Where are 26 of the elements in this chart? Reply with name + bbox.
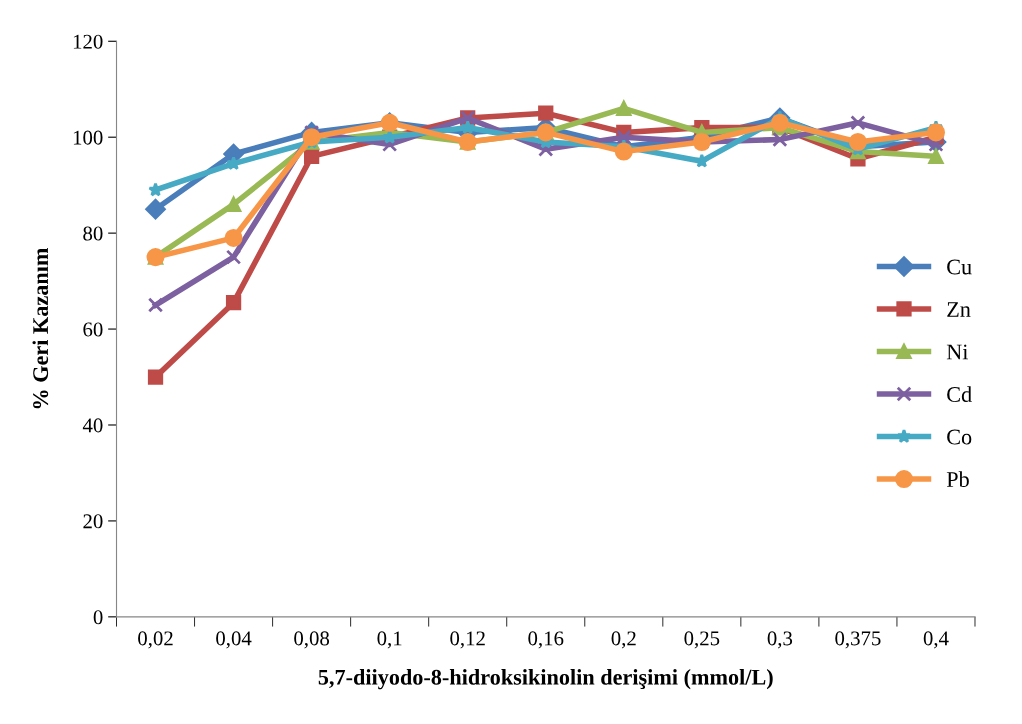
y-axis-title: % Geri Kazanım	[32, 247, 49, 409]
legend-label: Zn	[947, 302, 971, 317]
legend-label: Ni	[946, 344, 969, 360]
x-tick-label: 0,16	[528, 631, 564, 649]
x-tick-label: 0,3	[767, 631, 793, 649]
x-tick-label: 0,2	[611, 631, 636, 649]
x-tick-label: 0,375	[835, 631, 881, 649]
x-tick-label: 0,4	[923, 631, 949, 649]
y-tick-label: 60	[83, 322, 103, 337]
x-tick-label: 0,12	[450, 631, 485, 649]
legend-label: Cd	[947, 386, 972, 402]
y-tick-label: 80	[83, 226, 103, 241]
x-tick-label: 0,25	[684, 631, 720, 649]
legend-label: Pb	[946, 471, 969, 488]
x-tick-label: 0,02	[138, 631, 173, 649]
x-tick-label: 0,04	[216, 631, 252, 649]
x-tick-label: 0,1	[377, 631, 402, 649]
y-tick-label: 20	[83, 514, 103, 529]
y-tick-label: 40	[82, 418, 103, 433]
legend-label: Cu	[947, 259, 972, 275]
y-tick-label: 0	[93, 610, 103, 625]
x-tick-label: 0,08	[294, 631, 330, 649]
y-tick-label: 100	[73, 130, 103, 145]
x-axis-title: 5,7-diiyodo-8-hidroksikinolin derişimi (mmol/L)	[318, 669, 773, 690]
legend-label: Co	[947, 429, 972, 445]
y-tick-label: 120	[73, 34, 103, 49]
